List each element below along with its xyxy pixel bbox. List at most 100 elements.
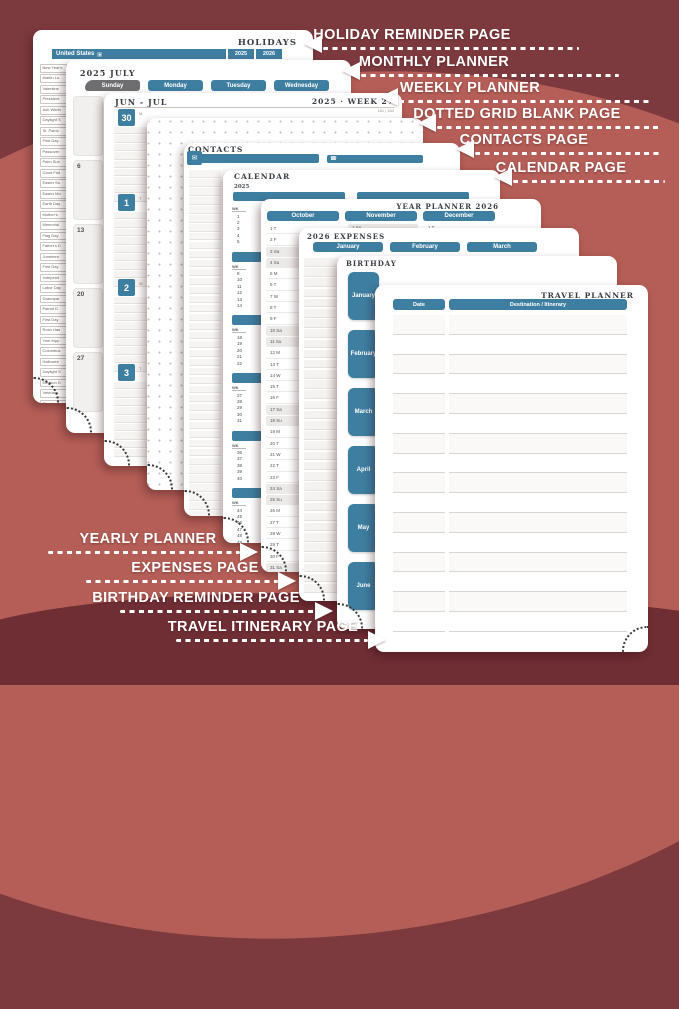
ruled-row	[114, 338, 151, 347]
holiday-name: Hallowee	[40, 357, 67, 367]
month-mini-bar	[232, 488, 262, 499]
holiday-name: Columbus	[40, 347, 67, 356]
ruled-row	[189, 304, 221, 313]
week-number: 40	[237, 475, 243, 481]
ruled-row	[449, 512, 627, 533]
ruled-row	[304, 502, 338, 512]
calendar-year: 2025	[234, 184, 250, 190]
day-row: 23 F	[266, 473, 306, 483]
ruled-row	[114, 355, 151, 364]
month-button: November	[345, 211, 417, 221]
holiday-name: Daylight S	[40, 368, 67, 377]
birthday-month-block: February	[348, 330, 379, 378]
ruled-row	[449, 315, 627, 335]
day-ruled-rows	[114, 382, 151, 458]
holiday-name: Ash Wedn	[40, 105, 67, 115]
ruled-row	[304, 461, 338, 471]
holiday-name: Easter Mo	[40, 189, 67, 199]
calendar-month-group: WK 1 2 3 4 5	[232, 206, 262, 246]
month-mini-bar	[232, 251, 262, 262]
ruled-row	[304, 410, 338, 420]
day-ruled-rows	[114, 127, 151, 203]
week-number: 9	[237, 271, 240, 277]
day-row: 7 W	[266, 292, 306, 303]
holiday-name: Easter Su	[40, 179, 67, 189]
ruled-row	[114, 407, 151, 415]
day-row: 19 M	[266, 427, 306, 438]
holiday-name: Daylight S	[40, 116, 67, 126]
ruled-row	[189, 277, 221, 286]
callout-label: DOTTED GRID BLANK PAGE	[413, 106, 621, 122]
ruled-row	[189, 223, 221, 232]
month-week-cells: 6 13 20 27	[73, 96, 103, 416]
calendar-month-group: WK 9 10 11 12 13 14	[232, 251, 262, 310]
ruled-row	[189, 484, 221, 493]
ruled-row	[189, 466, 221, 475]
holiday-name: Juneteen	[40, 252, 67, 262]
week-cell: 27	[73, 352, 103, 412]
ruled-row	[189, 394, 221, 403]
holiday-name: Father's D	[40, 242, 67, 251]
week-number: 45	[237, 513, 243, 519]
callout-label: TRAVEL ITINERARY PAGE	[167, 619, 359, 635]
ruled-row	[189, 385, 221, 394]
week-number: 27	[237, 392, 243, 398]
day-row: 22 T	[266, 461, 306, 472]
calendar-month-group: WK 36 37 38 39 40	[232, 430, 262, 483]
weekly-day-column: 30 M 1 T 2 W 3 T	[114, 109, 154, 457]
ruled-row	[189, 448, 221, 457]
ruled-row	[304, 441, 338, 450]
ruled-row	[189, 313, 221, 322]
birthday-month-column: January February March April May June	[348, 272, 379, 620]
week-number: 30	[237, 411, 243, 417]
week-number: 44	[237, 507, 243, 513]
holiday-name: President	[40, 95, 67, 105]
date-column-header: Date	[393, 299, 445, 310]
holiday-name: First Day	[40, 263, 67, 272]
ruled-row	[304, 522, 338, 532]
contacts-phone-bar: ☎	[327, 155, 423, 163]
week-number: 20	[237, 347, 243, 353]
ruled-row	[189, 268, 221, 277]
week-number: 21	[237, 354, 243, 360]
ruled-row	[304, 278, 338, 287]
birthday-month-block: March	[348, 388, 379, 436]
callout-dash	[513, 180, 665, 183]
callout-dash	[323, 47, 579, 50]
ruled-row	[393, 512, 445, 533]
month-mini-bar	[232, 430, 262, 441]
ruled-row	[304, 349, 338, 359]
quarter-month-row: October November December	[267, 211, 495, 221]
ruled-row	[189, 241, 221, 250]
ruled-row	[393, 572, 445, 593]
wk-label: WK	[232, 264, 246, 270]
day-ruled-rows	[114, 297, 151, 373]
ruled-row	[114, 382, 151, 390]
wk-label: WK	[232, 206, 246, 212]
destination-rows	[449, 315, 627, 632]
holiday-name: Grandpar	[40, 294, 67, 304]
ruled-row	[189, 259, 221, 268]
callout-dash	[86, 580, 278, 583]
holidays-page-title: HOLIDAYS	[237, 38, 297, 48]
december-first-row: 1 T	[424, 224, 434, 232]
ruled-row	[304, 492, 338, 501]
day-row: 21 W	[266, 450, 306, 461]
ruled-row	[114, 127, 151, 135]
callout-label: YEARLY PLANNER	[79, 531, 217, 547]
callout-arrow-icon	[342, 62, 360, 80]
ruled-row	[393, 374, 445, 395]
ruled-row	[114, 330, 151, 338]
month-button: December	[423, 211, 495, 221]
ruled-row	[304, 370, 338, 379]
month-button: October	[267, 211, 339, 221]
ruled-row	[304, 400, 338, 410]
ruled-row	[449, 454, 627, 474]
callout-arrow-icon	[456, 140, 474, 158]
week-number: 4	[237, 232, 240, 238]
ruled-row	[114, 237, 151, 245]
week-number: 10	[237, 277, 243, 283]
day-row: 1 T	[266, 224, 306, 235]
month-header-bar	[357, 192, 469, 201]
week-number: 12	[237, 290, 243, 296]
